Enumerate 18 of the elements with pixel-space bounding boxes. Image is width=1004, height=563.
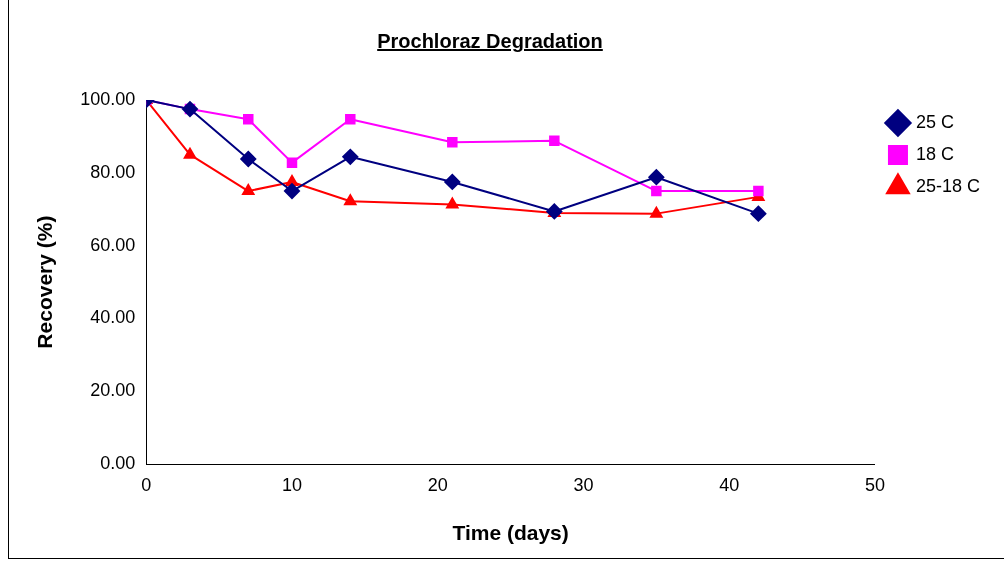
- x-tick-label: 10: [281, 474, 303, 495]
- y-tick-label: 40.00: [90, 307, 136, 328]
- x-tick-label: 30: [573, 474, 594, 495]
- x-tick-label: 50: [864, 474, 885, 495]
- chart-title: Prochloraz Degradation: [376, 30, 604, 53]
- y-tick-label: 20.00: [90, 380, 136, 401]
- legend-label: 25-18 C: [915, 175, 981, 196]
- y-tick-label: 0.00: [100, 453, 136, 474]
- x-axis-title: Time (days): [452, 521, 569, 545]
- x-tick-label: 20: [427, 474, 448, 495]
- x-tick-label: 40: [719, 474, 740, 495]
- y-tick-label: 80.00: [90, 161, 136, 182]
- y-tick-label: 100.00: [80, 88, 136, 109]
- x-tick-label: 0: [141, 474, 152, 495]
- y-tick-label: 60.00: [90, 234, 136, 255]
- legend-label: 18 C: [915, 143, 954, 164]
- legend-label: 25 C: [915, 111, 954, 132]
- y-axis-title: Recovery (%): [33, 215, 57, 349]
